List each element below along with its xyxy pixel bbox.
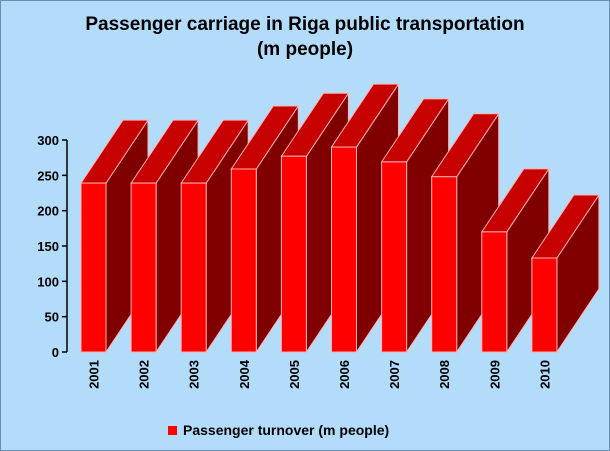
chart-subtitle: (m people) — [257, 39, 353, 60]
x-tick-label: 2010 — [537, 360, 552, 389]
bar — [480, 167, 550, 354]
bar-front — [180, 182, 207, 353]
legend-label: Passenger turnover (m people) — [183, 422, 389, 438]
bar-front — [381, 161, 408, 353]
bar-front — [130, 182, 157, 353]
bar — [380, 97, 450, 354]
x-tick-label: 2002 — [137, 360, 152, 389]
bar-front — [280, 155, 307, 353]
y-tick-label: 300 — [37, 133, 59, 148]
legend-swatch — [168, 426, 177, 435]
x-tick-label: 2001 — [87, 360, 102, 389]
y-tick-label: 250 — [37, 168, 59, 183]
y-tick-label: 100 — [37, 274, 59, 289]
x-tick-label: 2007 — [387, 360, 402, 389]
x-tick-label: 2004 — [237, 359, 252, 389]
bar-front — [80, 182, 107, 353]
bar-front — [531, 257, 558, 353]
y-tick-label: 50 — [45, 310, 59, 325]
bar-front — [481, 231, 508, 353]
bar-front — [431, 176, 458, 353]
x-tick-label: 2003 — [187, 360, 202, 389]
x-tick-label: 2009 — [487, 360, 502, 389]
x-tick-label: 2008 — [437, 360, 452, 389]
x-tick-label: 2006 — [337, 360, 352, 389]
bar-front — [331, 146, 357, 353]
y-tick-label: 150 — [37, 239, 59, 254]
x-tick-label: 2005 — [287, 360, 302, 389]
bar — [530, 193, 600, 354]
y-tick-label: 0 — [52, 345, 59, 360]
y-tick-label: 200 — [37, 204, 59, 219]
bar-front — [230, 168, 257, 353]
chart-title: Passenger carriage in Riga public transp… — [85, 14, 524, 35]
